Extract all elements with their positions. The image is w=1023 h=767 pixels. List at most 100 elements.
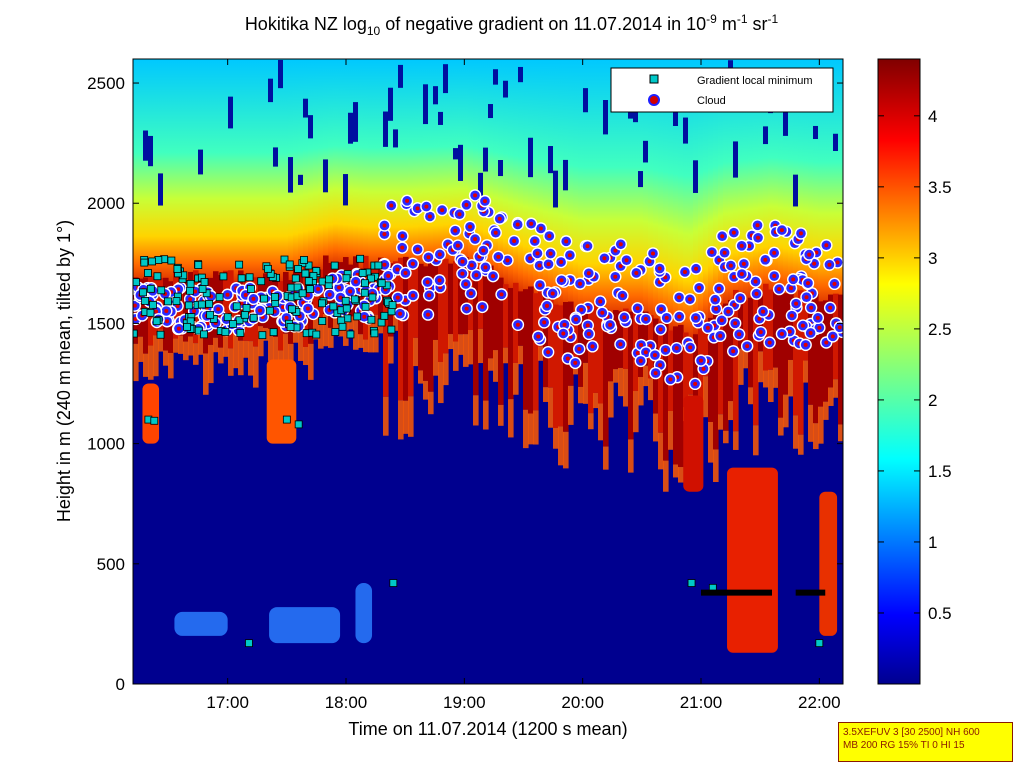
upper-band-hole [198,149,204,175]
gradient-marker [164,297,172,306]
cloud-marker-center [807,252,812,257]
upper-band-hole [813,125,819,140]
cloud-marker-center [389,203,394,208]
cloud-band-edge [803,360,809,383]
cloud-band-column [703,320,709,377]
cloud-marker-center [809,305,814,310]
cloud-marker-center [648,343,653,348]
cloud-marker-center [747,244,752,249]
cloud-marker-center [701,366,706,371]
cloud-band-edge [818,406,824,444]
cloud-marker-center [440,208,445,213]
cloud-band-edge [463,334,469,367]
cloud-marker-center [579,307,584,312]
cloud-band-edge [203,353,209,395]
cloud-marker-center [491,274,496,279]
cloud-marker-center [687,297,692,302]
upper-band-column [638,59,644,329]
cloud-band-column [438,256,444,362]
upper-band-column [548,59,554,316]
cloud-marker-center [316,286,321,291]
legend: Gradient local minimum Cloud [610,67,834,113]
cloud-marker-center [164,308,169,313]
cloud-band-edge [543,387,549,402]
upper-band-column [763,59,769,306]
cloud-markers [133,189,843,391]
cloud-band-edge [238,340,244,376]
upper-band-hole [793,174,799,207]
upper-band-column [193,59,199,293]
cloud-marker-center [567,253,572,258]
cloud-band-edge [623,368,629,407]
gradient-marker [167,256,176,265]
gradient-marker [342,274,351,283]
title-text-1: Hokitika NZ log [244,14,367,34]
upper-band-column [258,59,264,293]
cloud-band-edge [748,387,754,405]
upper-band-hole [478,172,484,202]
cloud-band-column [823,300,829,402]
cloud-marker-center [474,273,479,278]
cloud-band-column [783,293,789,395]
cloud-marker-center [284,315,289,320]
cloud-band-column [403,256,409,401]
cloud-marker-center [800,323,805,328]
x-tick-label: 19:00 [443,693,486,712]
upper-band-column [538,59,544,312]
upper-band-column [683,59,689,351]
upper-band-column [188,59,194,293]
cloud-band-column [488,265,494,359]
colorbar-ticks: 0.5 1 1.5 2 2.5 3 3.5 4 [878,107,952,623]
cloud-marker-center [753,279,758,284]
upper-band-hole [288,157,294,193]
cloud-band-column [383,268,389,397]
cloud-marker-center [761,309,766,314]
upper-band-column [133,59,139,293]
gradient-marker [374,261,383,270]
gradient-marker [342,304,351,313]
cloud-band-edge [703,376,709,418]
cloud-marker-center [133,303,137,308]
cloud-marker-center [652,353,657,358]
upper-band-column [253,59,259,293]
heatmap-area [133,59,843,684]
plume [683,395,704,492]
cloud-band-edge [773,367,779,388]
cloud-marker-center [718,333,723,338]
upper-band-column [658,59,664,338]
upper-band-column [788,59,794,309]
cloud-band-edge [508,399,514,438]
cloud-band-column [493,275,499,351]
upper-band-hole [453,148,459,160]
cloud-band-column [813,293,819,424]
upper-band-column [493,59,499,291]
cloud-marker-center [739,271,744,276]
gradient-marker [257,277,266,286]
gradient-marker [245,273,254,282]
upper-band-hole [783,102,789,136]
gradient-marker [304,277,313,286]
cloud-band-edge [223,333,229,357]
gradient-marker [206,310,215,319]
gradient-marker [156,330,165,339]
cloud-marker-center [405,198,410,203]
cloud-marker-center [618,264,623,269]
gradient-marker [291,274,300,283]
upper-band-column [223,59,229,293]
cloud-marker-center [562,322,567,327]
cloud-band-edge [643,365,649,387]
upper-band-column [593,59,599,329]
upper-band-hole [528,137,534,178]
gradient-marker [247,285,255,293]
upper-band-column [583,59,589,329]
cloud-band-edge [568,385,574,425]
upper-band-hole [638,171,644,188]
cloud-band-column [673,326,679,465]
cloud-band-edge [518,345,524,365]
upper-band-column [828,59,834,317]
cloud-marker-center [425,280,430,285]
title-sup-2: -1 [736,12,748,26]
cloud-band-column [518,291,524,346]
upper-band-column [688,59,694,351]
cloud-marker-center [635,306,640,311]
